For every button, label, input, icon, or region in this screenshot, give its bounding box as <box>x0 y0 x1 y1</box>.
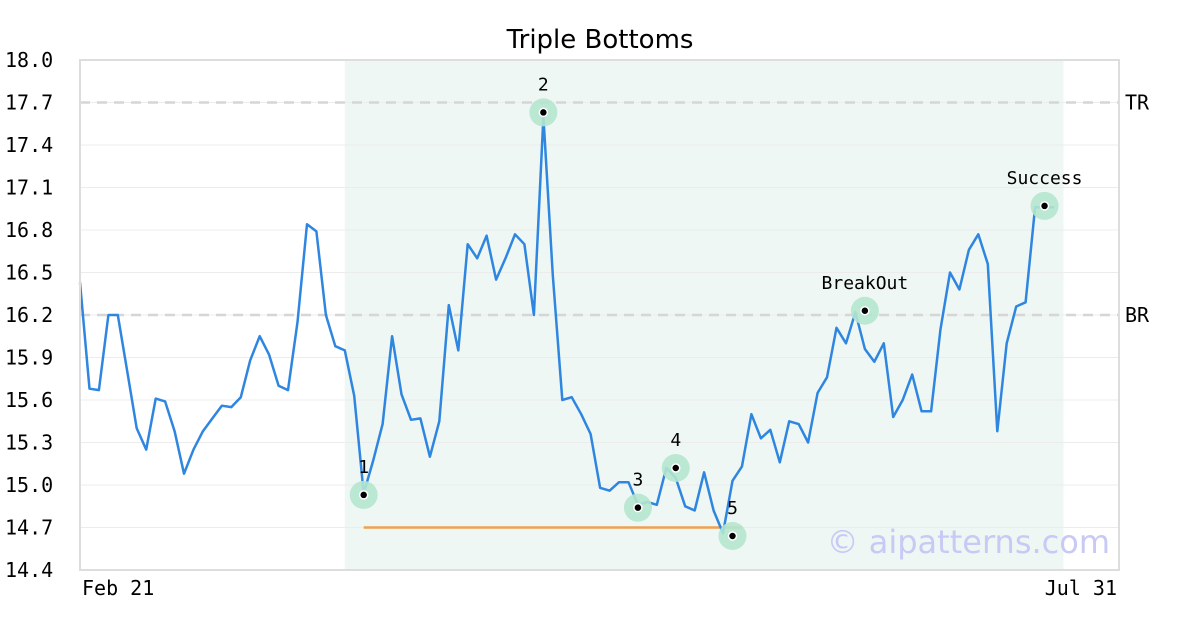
x-axis-ticks: Feb 21 Jul 31 <box>82 576 1117 600</box>
pattern-annotations: 1 2 3 4 5 BreakOut Success <box>349 74 1083 550</box>
annotation-label: 4 <box>670 430 681 451</box>
resistance-levels: TR BR <box>80 91 1150 327</box>
y-tick-label: 17.1 <box>5 176 53 200</box>
price-series <box>78 115 1054 535</box>
watermark: © aipatterns.com <box>827 523 1110 561</box>
annotation-point <box>633 502 643 513</box>
y-tick-label: 16.2 <box>5 303 53 327</box>
annotation-label: 1 <box>358 457 369 478</box>
annotation-label: 5 <box>727 498 738 519</box>
y-tick-label: 18.0 <box>5 48 53 72</box>
level-label: TR <box>1125 91 1150 115</box>
annotation-point <box>358 490 369 500</box>
annotation-point <box>860 306 870 316</box>
annotation-point <box>1039 201 1050 211</box>
y-tick-label: 14.4 <box>5 558 53 582</box>
y-axis-ticks: 18.0 17.7 17.4 17.1 16.8 16.5 16.2 15.9 15.6 15.3… <box>5 48 53 582</box>
y-tick-label: 15.0 <box>5 473 53 497</box>
price-line <box>78 115 1054 535</box>
y-tick-label: 14.7 <box>5 516 53 540</box>
annotation-label: 2 <box>538 74 549 95</box>
annotation-point <box>538 107 549 118</box>
y-tick-label: 15.9 <box>5 346 53 370</box>
x-tick-label: Feb 21 <box>82 576 154 600</box>
annotation-label: Success <box>1007 168 1083 189</box>
annotation-point <box>727 531 738 541</box>
annotation-point <box>670 463 681 473</box>
y-tick-label: 17.7 <box>5 91 53 115</box>
chart-title: Triple Bottoms <box>506 25 694 55</box>
plot-frame <box>79 59 1120 571</box>
y-tick-label: 17.4 <box>5 133 53 157</box>
annotation-label: 3 <box>633 470 644 491</box>
y-tick-label: 16.8 <box>5 218 53 242</box>
x-tick-label: Jul 31 <box>1045 576 1117 600</box>
y-tick-label: 15.6 <box>5 388 53 412</box>
y-tick-label: 16.5 <box>5 261 53 285</box>
y-tick-label: 15.3 <box>5 431 53 455</box>
annotation-label: BreakOut <box>822 273 909 294</box>
level-label: BR <box>1125 303 1150 327</box>
